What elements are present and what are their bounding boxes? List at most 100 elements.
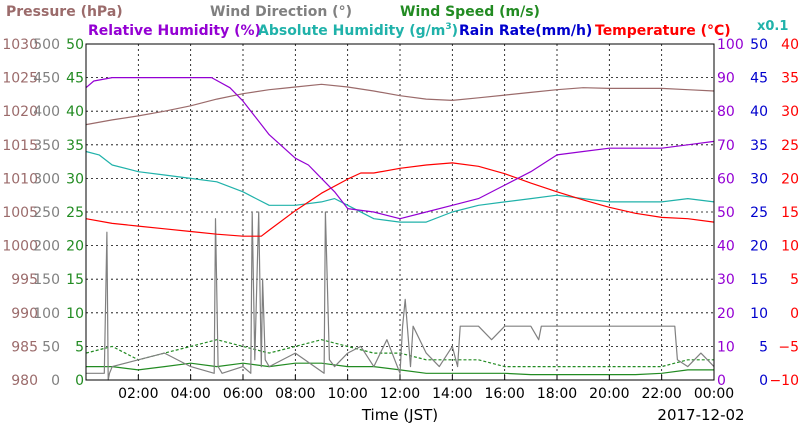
tick-label-pressure: 1020 — [2, 104, 38, 120]
tick-label-relative-humidity: 60 — [717, 171, 735, 187]
x-tick-label: 06:00 — [223, 386, 263, 402]
tick-label-relative-humidity: 0 — [717, 373, 726, 389]
legend-wind-direction: Wind Direction (°) — [210, 4, 352, 20]
tick-label-pressure: 1025 — [2, 71, 38, 87]
tick-label-relative-humidity: 90 — [717, 71, 735, 87]
tick-label-pressure: 1030 — [2, 37, 38, 53]
tick-label-wind-speed: 40 — [66, 104, 84, 120]
tick-label-wind-direction: 500 — [33, 37, 60, 53]
tick-label-relative-humidity: 50 — [717, 205, 735, 221]
tick-label-wind-direction: 450 — [33, 71, 60, 87]
x-tick-label: 00:00 — [694, 386, 734, 402]
tick-label-wind-speed: 5 — [75, 339, 84, 355]
tick-label-wind-direction: 250 — [33, 205, 60, 221]
tick-label-wind-direction: 150 — [33, 272, 60, 288]
legend-pressure: Pressure (hPa) — [6, 4, 123, 20]
tick-label-temperature: −10 — [769, 373, 799, 389]
legend-temperature: Temperature (°C) — [595, 23, 731, 39]
x-tick-label: 16:00 — [484, 386, 524, 402]
tick-label-rain-rate: 10 — [750, 306, 768, 322]
tick-label-pressure: 1010 — [2, 171, 38, 187]
tick-label-relative-humidity: 30 — [717, 272, 735, 288]
x-tick-label: 08:00 — [275, 386, 315, 402]
x-axis-label: Time (JST) — [361, 406, 438, 424]
tick-label-wind-speed: 50 — [66, 37, 84, 53]
tick-label-relative-humidity: 10 — [717, 339, 735, 355]
x-tick-label: 02:00 — [118, 386, 158, 402]
series-line-pressure — [85, 83, 715, 126]
tick-label-rain-rate: 35 — [750, 138, 768, 154]
tick-label-rain-rate: 50 — [750, 37, 768, 53]
tick-label-relative-humidity: 70 — [717, 138, 735, 154]
tick-label-relative-humidity: 100 — [717, 37, 744, 53]
tick-label-temperature: 35 — [781, 71, 799, 87]
tick-label-temperature: 10 — [781, 239, 799, 255]
tick-label-pressure: 980 — [11, 373, 38, 389]
tick-label-pressure: 1015 — [2, 138, 38, 154]
tick-label-rain-rate: 5 — [759, 339, 768, 355]
tick-label-rain-rate: 0 — [759, 373, 768, 389]
series-line-absolute-humidity — [85, 150, 715, 223]
tick-label-rain-rate: 45 — [750, 71, 768, 87]
x-tick-label: 20:00 — [589, 386, 629, 402]
tick-label-rain-rate: 25 — [750, 205, 768, 221]
x-tick-label: 10:00 — [327, 386, 367, 402]
tick-label-rain-rate: 15 — [750, 272, 768, 288]
tick-label-pressure: 1000 — [2, 239, 38, 255]
tick-label-pressure: 990 — [11, 306, 38, 322]
series-line-wind-speed — [85, 339, 714, 368]
tick-label-wind-direction: 100 — [33, 306, 60, 322]
tick-label-wind-speed: 45 — [66, 71, 84, 87]
tick-label-temperature: 40 — [781, 37, 799, 53]
series-line-relative-humidity — [85, 76, 715, 220]
x-tick-label: 12:00 — [380, 386, 420, 402]
tick-label-wind-speed: 10 — [66, 306, 84, 322]
date-label: 2017-12-02 — [657, 406, 744, 424]
x-tick-label: 18:00 — [537, 386, 577, 402]
tick-label-wind-speed: 35 — [66, 138, 84, 154]
x-tick-label: 22:00 — [641, 386, 681, 402]
tick-label-temperature: 30 — [781, 104, 799, 120]
tick-label-wind-direction: 50 — [42, 339, 60, 355]
tick-label-wind-speed: 0 — [75, 373, 84, 389]
tick-label-wind-direction: 400 — [33, 104, 60, 120]
scale-note: x0.1 — [757, 19, 788, 34]
legend-relative-humidity: Relative Humidity (%) — [88, 23, 261, 39]
tick-label-wind-speed: 30 — [66, 171, 84, 187]
tick-label-wind-speed: 25 — [66, 205, 84, 221]
axes: 9809859909951000100510101015102010251030… — [2, 37, 799, 389]
tick-label-wind-direction: 300 — [33, 171, 60, 187]
tick-label-pressure: 1005 — [2, 205, 38, 221]
tick-label-pressure: 985 — [11, 339, 38, 355]
tick-label-temperature: 0 — [790, 306, 799, 322]
tick-label-relative-humidity: 20 — [717, 306, 735, 322]
tick-label-temperature: 15 — [781, 205, 799, 221]
series — [85, 76, 715, 381]
legend-absolute-humidity-sup: 3 — [445, 22, 451, 32]
legend-rain-rate: Rain Rate(mm/h) — [459, 23, 592, 39]
series-line-wind-direction — [86, 211, 715, 381]
x-axis: 02:00 04:00 06:00 08:00 10:00 12:00 14:00 16:00… — [118, 375, 734, 402]
tick-label-rain-rate: 30 — [750, 171, 768, 187]
legend-absolute-humidity: Absolute Humidity (g/m3) — [258, 22, 458, 39]
legend-wind-speed: Wind Speed (m/s) — [400, 4, 540, 20]
legend-absolute-humidity-prefix: Absolute Humidity (g/m — [258, 23, 445, 39]
legend-absolute-humidity-suffix: ) — [452, 23, 458, 39]
x-tick-label: 04:00 — [170, 386, 210, 402]
tick-label-relative-humidity: 40 — [717, 239, 735, 255]
tick-label-wind-direction: 0 — [51, 373, 60, 389]
tick-label-rain-rate: 40 — [750, 104, 768, 120]
tick-label-temperature: 25 — [781, 138, 799, 154]
grid — [86, 44, 714, 380]
tick-label-rain-rate: 20 — [750, 239, 768, 255]
tick-label-temperature: 20 — [781, 171, 799, 187]
tick-label-wind-speed: 15 — [66, 272, 84, 288]
tick-label-pressure: 995 — [11, 272, 38, 288]
series-line-temperature — [85, 162, 715, 237]
tick-label-wind-speed: 20 — [66, 239, 84, 255]
tick-label-relative-humidity: 80 — [717, 104, 735, 120]
tick-label-temperature: −5 — [778, 339, 799, 355]
x-tick-label: 14:00 — [432, 386, 472, 402]
